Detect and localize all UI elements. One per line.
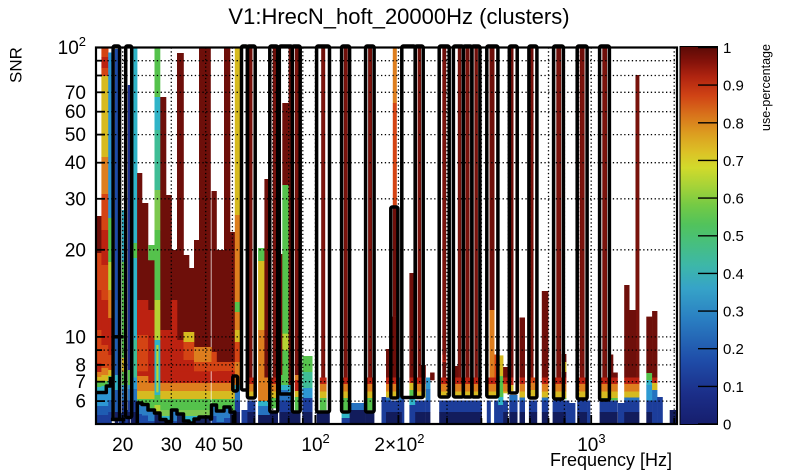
svg-text:0.7: 0.7 (723, 153, 744, 170)
svg-text:40: 40 (65, 153, 86, 174)
svg-text:Frequency [Hz]: Frequency [Hz] (550, 450, 672, 470)
svg-text:1: 1 (723, 40, 731, 57)
svg-text:0.6: 0.6 (723, 191, 744, 208)
svg-text:SNR: SNR (7, 47, 26, 83)
svg-text:0.2: 0.2 (723, 341, 744, 358)
svg-text:10: 10 (65, 327, 86, 348)
svg-text:0.3: 0.3 (723, 304, 744, 321)
svg-text:40: 40 (195, 435, 216, 456)
svg-text:8: 8 (75, 355, 86, 376)
svg-text:20: 20 (112, 435, 133, 456)
svg-text:0.1: 0.1 (723, 379, 744, 396)
svg-text:102: 102 (58, 34, 86, 59)
svg-text:50: 50 (222, 435, 243, 456)
svg-text:7: 7 (75, 372, 86, 393)
svg-text:20: 20 (65, 240, 86, 261)
svg-text:use-percentage: use-percentage (759, 44, 773, 131)
svg-text:2×102: 2×102 (374, 431, 424, 456)
svg-text:0.8: 0.8 (723, 115, 744, 132)
svg-text:0.5: 0.5 (723, 228, 744, 245)
svg-text:60: 60 (65, 102, 86, 123)
svg-text:0: 0 (723, 417, 731, 434)
svg-text:V1:HrecN_hoft_20000Hz (cluster: V1:HrecN_hoft_20000Hz (clusters) (228, 4, 569, 29)
svg-text:70: 70 (65, 83, 86, 104)
svg-text:0.4: 0.4 (723, 266, 744, 283)
svg-text:30: 30 (161, 435, 182, 456)
svg-text:6: 6 (75, 392, 86, 413)
svg-text:0.9: 0.9 (723, 78, 744, 95)
svg-text:30: 30 (65, 189, 86, 210)
svg-text:50: 50 (65, 125, 86, 146)
